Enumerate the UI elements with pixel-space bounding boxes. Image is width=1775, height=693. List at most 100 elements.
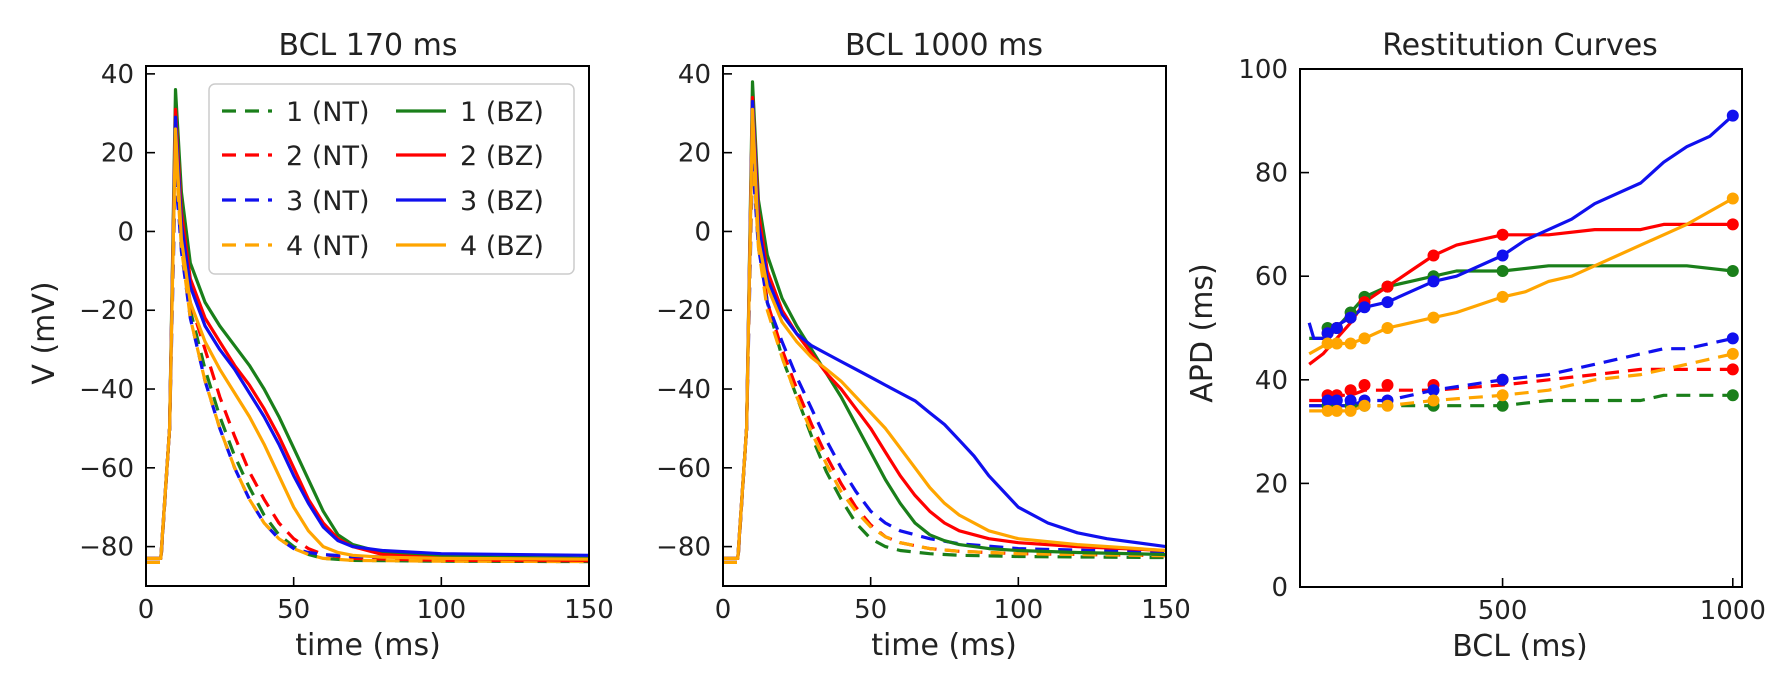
y-tick-label: 0 bbox=[117, 217, 134, 247]
y-tick-label: −40 bbox=[79, 375, 134, 405]
x-tick-label: 0 bbox=[138, 595, 155, 625]
data-point bbox=[1321, 394, 1334, 407]
axis-ticks: 500 1000 0 20 40 60 80 100 bbox=[1238, 55, 1766, 626]
data-point bbox=[1344, 394, 1357, 407]
data-point bbox=[1496, 265, 1509, 277]
data-point bbox=[1496, 290, 1509, 303]
x-tick-label: 500 bbox=[1478, 596, 1528, 626]
y-tick-label: −60 bbox=[656, 454, 711, 484]
data-point bbox=[1381, 296, 1394, 309]
y-tick-label: −40 bbox=[656, 375, 711, 405]
plot-frame bbox=[722, 65, 1167, 587]
x-axis-title: BCL (ms) bbox=[1452, 629, 1588, 664]
x-tick-label: 150 bbox=[564, 595, 614, 625]
y-tick-label: 0 bbox=[1271, 573, 1288, 603]
legend-label: 4 (BZ) bbox=[460, 231, 544, 262]
plot-content bbox=[146, 88, 589, 564]
data-point bbox=[1358, 379, 1371, 391]
series-line-4-bz bbox=[146, 127, 589, 561]
y-tick-label: 0 bbox=[694, 217, 711, 247]
data-point bbox=[1427, 249, 1440, 262]
data-point bbox=[1496, 389, 1509, 402]
y-axis-title: APD (ms) bbox=[1185, 263, 1220, 403]
x-axis-title: time (ms) bbox=[871, 628, 1017, 663]
y-tick-label: 80 bbox=[1255, 159, 1288, 189]
y-tick-label: 100 bbox=[1238, 55, 1288, 85]
legend-label: 2 (BZ) bbox=[460, 141, 544, 172]
x-tick-label: 1000 bbox=[1700, 596, 1766, 626]
data-point bbox=[1726, 218, 1739, 231]
data-point bbox=[1726, 109, 1739, 122]
y-tick-label: 40 bbox=[678, 60, 711, 90]
legend-label: 4 (NT) bbox=[286, 231, 370, 262]
panel-title: Restitution Curves bbox=[1382, 28, 1658, 63]
y-axis-title: V (mV) bbox=[27, 281, 62, 384]
series-line-1-bz bbox=[146, 88, 589, 560]
data-point bbox=[1344, 384, 1357, 397]
x-tick-label: 0 bbox=[715, 595, 732, 625]
plot-frame bbox=[145, 65, 590, 587]
data-point bbox=[1726, 192, 1739, 205]
axis-ticks: 0 50 100 150 −80 −60 −40 −20 0 20 40 bbox=[656, 60, 1191, 625]
data-point bbox=[1381, 280, 1394, 293]
data-point bbox=[1427, 275, 1440, 288]
data-point bbox=[1321, 327, 1334, 340]
y-tick-label: −60 bbox=[79, 454, 134, 484]
data-point bbox=[1496, 399, 1509, 412]
series-line-4-bz bbox=[1308, 197, 1734, 356]
y-tick-label: 40 bbox=[101, 60, 134, 90]
y-tick-label: 60 bbox=[1255, 262, 1288, 292]
y-tick-label: −80 bbox=[79, 533, 134, 563]
y-tick-label: −20 bbox=[656, 296, 711, 326]
data-point bbox=[1427, 384, 1440, 397]
x-tick-label: 100 bbox=[994, 595, 1044, 625]
x-tick-label: 50 bbox=[854, 595, 887, 625]
legend: 1 (NT) 2 (NT) 3 (NT) 4 (NT) 1 (BZ) 2 (BZ… bbox=[208, 83, 575, 275]
series-line-1-bz bbox=[1309, 264, 1733, 340]
legend-label: 2 (NT) bbox=[286, 141, 370, 172]
series-line-3-nt bbox=[146, 166, 589, 564]
series-line-3-nt bbox=[1309, 336, 1734, 408]
legend-label: 3 (BZ) bbox=[460, 186, 544, 217]
data-point bbox=[1330, 404, 1343, 417]
series-line-3-bz bbox=[723, 99, 1166, 560]
plot-content bbox=[1307, 109, 1739, 417]
legend-label: 1 (NT) bbox=[286, 97, 370, 128]
panel-title: BCL 1000 ms bbox=[845, 28, 1043, 63]
y-tick-label: 20 bbox=[101, 139, 134, 169]
x-tick-label: 100 bbox=[417, 595, 467, 625]
y-tick-label: −80 bbox=[656, 533, 711, 563]
data-point bbox=[1496, 228, 1509, 241]
series-line-3-bz bbox=[1307, 114, 1734, 340]
plot-frame bbox=[1299, 68, 1743, 588]
data-point bbox=[1358, 301, 1371, 314]
data-point bbox=[1726, 363, 1739, 376]
data-point bbox=[1381, 399, 1394, 412]
series-line-1-nt bbox=[723, 111, 1166, 564]
series-line-2-nt bbox=[1309, 367, 1733, 403]
series-line-2-nt bbox=[723, 119, 1166, 564]
panel-restitution: Restitution Curves BCL (ms) APD (ms) 500… bbox=[1185, 28, 1766, 664]
data-point bbox=[1358, 332, 1371, 345]
legend-label: 1 (BZ) bbox=[460, 97, 544, 128]
data-point bbox=[1726, 332, 1739, 345]
y-tick-label: 20 bbox=[1255, 469, 1288, 499]
data-point bbox=[1344, 311, 1357, 324]
x-tick-label: 150 bbox=[1141, 595, 1191, 625]
data-point bbox=[1427, 394, 1440, 407]
data-point bbox=[1344, 404, 1357, 417]
data-point bbox=[1726, 389, 1739, 402]
data-point bbox=[1330, 337, 1343, 350]
data-point bbox=[1726, 265, 1739, 277]
x-axis-title: time (ms) bbox=[295, 628, 441, 663]
y-tick-label: −20 bbox=[79, 296, 134, 326]
plot-content bbox=[723, 80, 1166, 564]
data-point bbox=[1344, 337, 1357, 350]
data-point bbox=[1726, 347, 1739, 360]
data-point bbox=[1330, 394, 1343, 407]
panel-bcl-1000: BCL 1000 ms time (ms) 0 50 100 150 −80 −60 −40… bbox=[656, 28, 1191, 663]
y-tick-label: 20 bbox=[678, 139, 711, 169]
data-point bbox=[1321, 404, 1334, 417]
data-point bbox=[1427, 311, 1440, 324]
